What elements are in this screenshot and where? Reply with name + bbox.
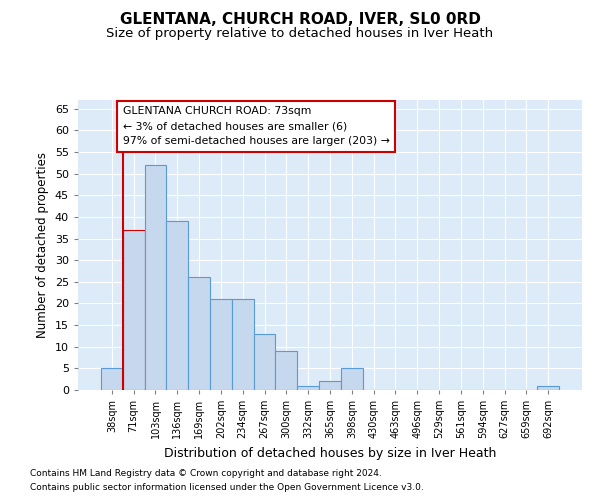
X-axis label: Distribution of detached houses by size in Iver Heath: Distribution of detached houses by size … (164, 446, 496, 460)
Text: Contains public sector information licensed under the Open Government Licence v3: Contains public sector information licen… (30, 484, 424, 492)
Bar (341, 368, 363, 390)
Bar (145, 165, 166, 390)
Bar (232, 299, 254, 390)
Y-axis label: Number of detached properties: Number of detached properties (36, 152, 49, 338)
Text: GLENTANA CHURCH ROAD: 73sqm
← 3% of detached houses are smaller (6)
97% of semi-: GLENTANA CHURCH ROAD: 73sqm ← 3% of deta… (123, 106, 389, 146)
Text: GLENTANA, CHURCH ROAD, IVER, SL0 0RD: GLENTANA, CHURCH ROAD, IVER, SL0 0RD (119, 12, 481, 28)
Bar (537, 386, 559, 390)
Bar (275, 351, 297, 390)
Text: Size of property relative to detached houses in Iver Heath: Size of property relative to detached ho… (106, 28, 494, 40)
Bar (123, 230, 145, 390)
Bar (254, 334, 275, 390)
Bar (166, 221, 188, 390)
Bar (101, 368, 123, 390)
Bar (188, 278, 210, 390)
Bar (319, 382, 341, 390)
Bar (210, 299, 232, 390)
Text: Contains HM Land Registry data © Crown copyright and database right 2024.: Contains HM Land Registry data © Crown c… (30, 468, 382, 477)
Bar (297, 386, 319, 390)
